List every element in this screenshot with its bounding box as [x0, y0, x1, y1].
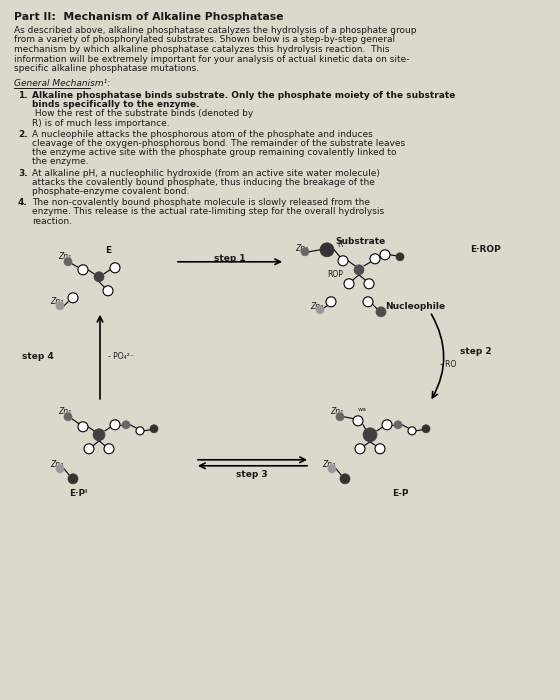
Circle shape [354, 265, 364, 275]
Circle shape [422, 425, 430, 433]
Text: Alkaline phosphatase binds substrate. Only the phosphate moiety of the substrate: Alkaline phosphatase binds substrate. On… [32, 91, 455, 100]
Text: 2.: 2. [18, 130, 27, 139]
Circle shape [355, 444, 365, 454]
Circle shape [122, 421, 130, 429]
Text: - RO: - RO [440, 360, 456, 370]
Circle shape [78, 422, 88, 432]
Text: phosphate-enzyme covalent bond.: phosphate-enzyme covalent bond. [32, 187, 189, 196]
Circle shape [110, 420, 120, 430]
Text: the enzyme active site with the phosphate group remaining covalently linked to: the enzyme active site with the phosphat… [32, 148, 396, 158]
Circle shape [326, 297, 336, 307]
Text: step 3: step 3 [236, 470, 268, 479]
Circle shape [380, 250, 390, 260]
Text: mechanism by which alkaline phosphatase catalyzes this hydrolysis reaction.  Thi: mechanism by which alkaline phosphatase … [14, 45, 390, 54]
Text: Zn₁: Zn₁ [58, 252, 71, 261]
Circle shape [68, 474, 78, 484]
Circle shape [328, 465, 336, 472]
Text: from a variety of phosphorylated substrates. Shown below is a step-by-step gener: from a variety of phosphorylated substra… [14, 36, 395, 45]
Circle shape [68, 293, 78, 303]
Circle shape [396, 253, 404, 261]
Text: E: E [105, 246, 111, 255]
Circle shape [316, 306, 324, 314]
Text: Nucleophile: Nucleophile [385, 302, 445, 311]
Text: cleavage of the oxygen-phosphorous bond. The remainder of the substrate leaves: cleavage of the oxygen-phosphorous bond.… [32, 139, 405, 148]
Text: attacks the covalently bound phosphate, thus inducing the breakage of the: attacks the covalently bound phosphate, … [32, 178, 375, 187]
Text: How the rest of the substrate binds (denoted by: How the rest of the substrate binds (den… [32, 109, 253, 118]
Circle shape [104, 444, 114, 454]
Text: E·ROP: E·ROP [470, 245, 501, 254]
Circle shape [110, 262, 120, 273]
Circle shape [363, 428, 377, 442]
Circle shape [408, 427, 416, 435]
Text: wa: wa [358, 407, 367, 412]
Text: Part II:  Mechanism of Alkaline Phosphatase: Part II: Mechanism of Alkaline Phosphata… [14, 12, 283, 22]
Text: A nucleophile attacks the phosphorous atom of the phosphate and induces: A nucleophile attacks the phosphorous at… [32, 130, 373, 139]
Circle shape [394, 421, 402, 429]
Circle shape [56, 302, 64, 310]
Text: 1.: 1. [18, 91, 27, 100]
Text: Zn₂: Zn₂ [322, 460, 335, 469]
Text: E-P: E-P [392, 489, 408, 498]
Circle shape [376, 307, 386, 317]
Circle shape [375, 444, 385, 454]
Circle shape [103, 286, 113, 296]
Text: R: R [337, 240, 342, 248]
Circle shape [320, 243, 334, 257]
Circle shape [84, 444, 94, 454]
Circle shape [382, 420, 392, 430]
Text: As described above, alkaline phosphatase catalyzes the hydrolysis of a phosphate: As described above, alkaline phosphatase… [14, 26, 417, 35]
Text: information will be extremely important for your analysis of actual kinetic data: information will be extremely important … [14, 55, 409, 64]
Circle shape [364, 279, 374, 289]
Text: specific alkaline phosphatase mutations.: specific alkaline phosphatase mutations. [14, 64, 199, 73]
Circle shape [64, 413, 72, 421]
Text: Zn₁: Zn₁ [295, 244, 308, 253]
Circle shape [344, 279, 354, 289]
Text: General Mechanism¹:: General Mechanism¹: [14, 78, 110, 88]
Circle shape [136, 427, 144, 435]
Circle shape [338, 256, 348, 266]
Circle shape [64, 258, 72, 266]
Circle shape [370, 254, 380, 264]
Circle shape [353, 416, 363, 426]
Text: step 1: step 1 [214, 254, 246, 262]
Circle shape [150, 425, 158, 433]
Circle shape [340, 474, 350, 484]
Text: Zn₂: Zn₂ [50, 460, 63, 469]
Text: the enzyme.: the enzyme. [32, 158, 88, 167]
Text: The non-covalently bound phosphate molecule is slowly released from the: The non-covalently bound phosphate molec… [32, 198, 370, 207]
Text: - PO₄²⁻: - PO₄²⁻ [108, 352, 134, 361]
Text: E·Pᴵ: E·Pᴵ [69, 489, 87, 498]
Text: R) is of much less importance.: R) is of much less importance. [32, 118, 170, 127]
Text: enzyme. This release is the actual rate-limiting step for the overall hydrolysis: enzyme. This release is the actual rate-… [32, 207, 384, 216]
Circle shape [94, 272, 104, 282]
Circle shape [78, 265, 88, 275]
Text: step 4: step 4 [22, 352, 54, 361]
Text: Zn₂: Zn₂ [310, 302, 323, 311]
Text: Zn₁: Zn₁ [330, 407, 343, 416]
Circle shape [56, 465, 64, 472]
Text: 3.: 3. [18, 169, 27, 178]
Text: Zn₂: Zn₂ [50, 297, 63, 306]
Text: reaction.: reaction. [32, 216, 72, 225]
Circle shape [301, 248, 309, 256]
Circle shape [336, 413, 344, 421]
Text: Zn₁: Zn₁ [58, 407, 71, 416]
Text: Substrate: Substrate [335, 237, 385, 246]
Text: At alkaline pH, a nucleophilic hydroxide (from an active site water molecule): At alkaline pH, a nucleophilic hydroxide… [32, 169, 380, 178]
Circle shape [93, 429, 105, 441]
Text: binds specifically to the enzyme.: binds specifically to the enzyme. [32, 100, 199, 109]
Text: ROP: ROP [327, 270, 343, 279]
Circle shape [363, 297, 373, 307]
Text: 4.: 4. [18, 198, 28, 207]
Text: step 2: step 2 [460, 347, 492, 356]
